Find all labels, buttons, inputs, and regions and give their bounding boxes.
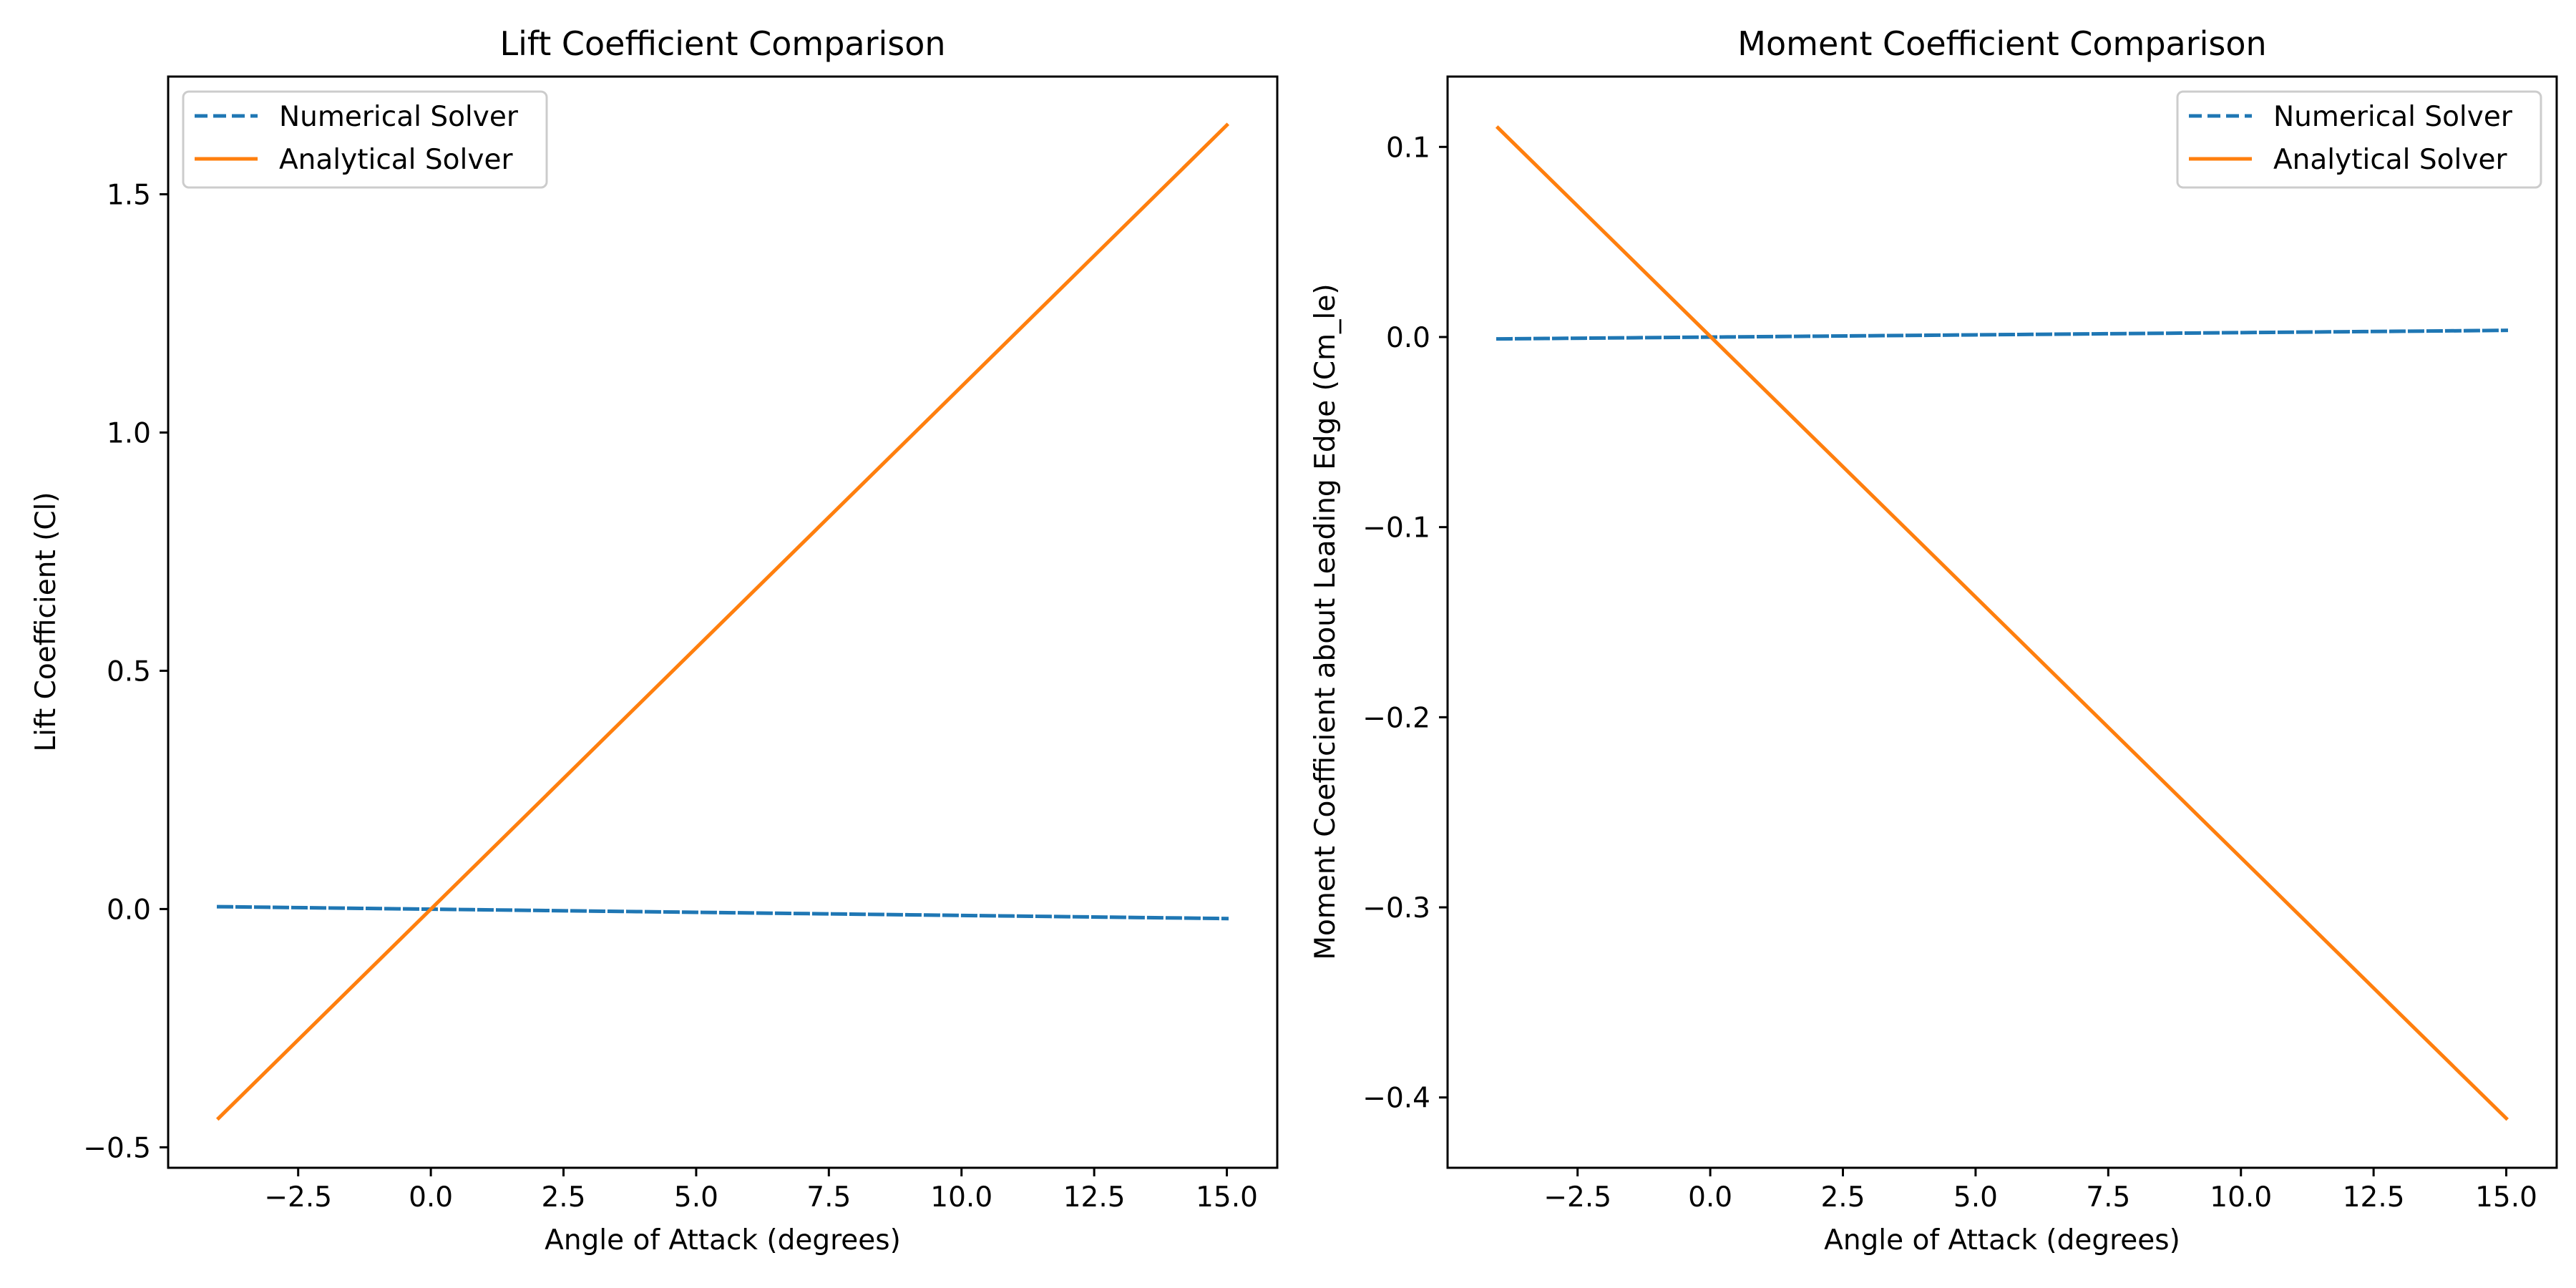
lift-chart: Lift Coefficient Comparison Angle of Att… [30,24,1279,1257]
moment-chart: Moment Coefficient Comparison Angle of A… [1309,24,2558,1257]
lift-chart-legend: Numerical Solver Analytical Solver [182,90,548,189]
lift-chart-ylabel: Lift Coefficient (Cl) [30,492,62,751]
lift-chart-y-ticks: −0.5 0.0 0.5 1.0 1.5 [83,179,168,1164]
lift-chart-x-tick-label: 5.0 [674,1181,718,1214]
moment-chart-legend: Numerical Solver Analytical Solver [2176,90,2542,189]
moment-chart-y-tick-label: −0.4 [1362,1083,1430,1115]
lift-chart-x-ticks: −2.5 0.0 2.5 5.0 7.5 10.0 12.5 15.0 [264,1168,1258,1214]
moment-chart-series [1495,125,2509,1121]
moment-chart-line-numerical-solver [1496,328,2509,341]
lift-chart-x-tick-label: 10.0 [930,1181,992,1214]
lift-chart-x-tick-label: −2.5 [264,1181,332,1214]
moment-chart-y-tick-label: −0.3 [1362,892,1430,924]
moment-chart-x-tick-label: 2.5 [1820,1181,1865,1214]
legend-label-analytical-solver: Analytical Solver [279,144,513,176]
moment-chart-y-tick-label: 0.0 [1386,322,1430,354]
legend-label-numerical-solver: Numerical Solver [279,101,519,133]
lift-chart-line-numerical-solver [216,904,1229,921]
lift-chart-x-tick-label: 15.0 [1196,1181,1258,1214]
lift-chart-y-tick-label: 0.5 [107,655,151,688]
moment-chart-y-tick-label: 0.1 [1386,132,1430,164]
lift-chart-x-tick-label: 0.0 [409,1181,453,1214]
moment-chart-x-tick-label: 15.0 [2475,1181,2537,1214]
moment-chart-ylabel: Moment Coefficient about Leading Edge (C… [1309,283,1342,960]
lift-chart-series [215,122,1230,1121]
legend-box [2176,90,2542,189]
legend-label-numerical-solver: Numerical Solver [2273,101,2513,133]
moment-chart-x-tick-label: 10.0 [2210,1181,2272,1214]
lift-chart-xlabel: Angle of Attack (degrees) [545,1224,901,1257]
lift-chart-y-tick-label: −0.5 [83,1132,151,1164]
legend-label-analytical-solver: Analytical Solver [2273,144,2507,176]
lift-chart-plot-frame [167,75,1279,1169]
moment-chart-x-tick-label: 7.5 [2086,1181,2130,1214]
legend-box [182,90,548,189]
moment-chart-x-tick-label: 5.0 [1953,1181,1998,1214]
moment-chart-plot-frame [1446,75,2558,1169]
lift-chart-x-tick-label: 7.5 [806,1181,851,1214]
moment-chart-x-tick-label: 12.5 [2343,1181,2405,1214]
lift-chart-line-analytical-solver [215,122,1230,1121]
lift-chart-y-tick-label: 1.0 [107,417,151,449]
moment-chart-x-tick-label: 0.0 [1688,1181,1732,1214]
moment-chart-x-tick-label: −2.5 [1543,1181,1611,1214]
moment-chart-xlabel: Angle of Attack (degrees) [1824,1224,2180,1257]
moment-chart-y-ticks: −0.4 −0.3 −0.2 −0.1 0.0 0.1 [1362,132,1448,1115]
lift-chart-y-tick-label: 0.0 [107,894,151,926]
lift-chart-x-tick-label: 2.5 [541,1181,585,1214]
lift-chart-title: Lift Coefficient Comparison [499,24,945,63]
moment-chart-x-ticks: −2.5 0.0 2.5 5.0 7.5 10.0 12.5 15.0 [1543,1168,2537,1214]
moment-chart-y-tick-label: −0.1 [1362,512,1430,545]
lift-chart-x-tick-label: 12.5 [1063,1181,1126,1214]
moment-chart-title: Moment Coefficient Comparison [1737,24,2266,63]
lift-chart-y-tick-label: 1.5 [107,179,151,211]
moment-chart-y-tick-label: −0.2 [1362,702,1430,734]
moment-chart-line-analytical-solver [1495,125,2509,1121]
